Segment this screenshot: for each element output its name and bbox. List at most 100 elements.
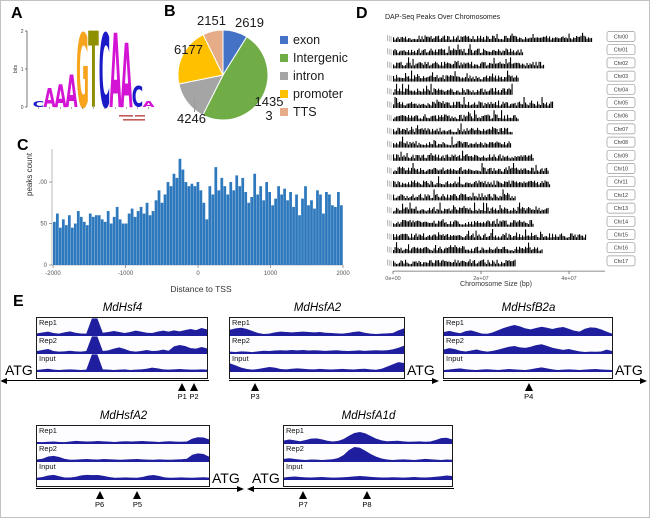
chrom-bar [412,91,414,95]
chrom-bar [471,248,473,254]
chrom-bar [429,184,431,188]
chrom-micro-tick [387,167,388,173]
chrom-bar [409,90,411,95]
chrom-bar [409,170,411,174]
chrom-bar [442,167,444,174]
pie-value-exon: 2619 [235,15,264,30]
chrom-bar [582,32,584,42]
chrom-bar [400,184,402,188]
chrom-bar [445,197,447,201]
track-label-rep1: Rep1 [446,318,464,327]
hist-bar [325,191,328,265]
chrom-bar [498,132,500,135]
chrom-bar [426,130,428,135]
chrom-bar [492,63,494,69]
chrom-bar [525,246,527,254]
gene-browser-mdhsfa1d-4: MdHsfA1d Rep1 Rep2 Input ATG P7 P8 [247,410,454,509]
chrom-bar [429,65,431,69]
chrom-bar [444,261,446,267]
chrom-bar [414,103,416,108]
chrom-bar [492,221,494,227]
chrom-bar [543,210,545,214]
chrom-bar [436,157,438,161]
chrom-bar [495,263,497,267]
gene-strip [444,372,612,378]
chrom-bar [511,222,513,227]
chrom-bar [432,115,434,122]
chrom-bar [538,184,540,188]
chrom-bar [459,130,461,135]
chrom-micro-tick [388,154,390,161]
chrom-bar [411,208,413,214]
chrom-bar [438,88,440,95]
chrom-bar [415,233,417,240]
chrom-bar [402,136,404,148]
chrom-bar [525,37,527,42]
chrom-bar [454,235,456,240]
chrom-bar [468,36,470,42]
chrom-bar [475,263,477,267]
chrom-bar [448,261,450,267]
chrom-bar [480,222,482,227]
chrom-bar [399,62,401,69]
track-signal-area [37,453,209,461]
chrom-bar [444,170,446,174]
legend-item-intron: intron [280,67,348,85]
chrom-bar [501,128,503,135]
chrom-bar [445,39,447,42]
chrom-bar [466,89,468,95]
chrom-bar [474,182,476,188]
chrom-bar [411,156,413,161]
chrom-bar [495,235,497,240]
chrom-bar [516,181,518,188]
chrom-bar [453,48,455,56]
pie-slice-promoter [177,33,224,85]
chrom-bar [520,38,522,42]
hist-x-tick-label: 2000 [336,271,350,277]
chrom-bar [424,237,426,240]
chrom-bar [430,250,432,254]
chrom-bar [483,37,485,42]
chrom-bar [457,60,459,69]
chrom-bar [462,170,464,174]
chrom-bar [555,37,557,42]
chrom-bar [487,259,489,267]
chrom-bar [471,221,473,227]
chrom-bar [471,39,473,42]
track-signal [444,344,612,353]
chrom-bar [484,157,486,161]
chrom-bar [396,223,398,227]
chrom-bar [532,157,534,161]
gene-arrow-line [229,380,432,381]
chrom-bar [453,155,455,161]
chrom-bar [408,103,410,108]
chrom-bar [502,234,504,240]
hist-bar [280,194,283,265]
chrom-bar [457,210,459,214]
chrom-bar [447,248,449,254]
hist-bar [139,206,143,265]
chrom-bar [439,158,441,161]
chrom-bar [441,249,443,254]
chrom-bar [588,37,590,42]
chrom-bar [427,52,429,56]
legend-label-TTS: TTS [293,105,317,119]
chrom-bar [414,39,416,42]
legend-item-promoter: promoter [280,85,348,103]
chrom-track-Chr04: Chr04 [387,83,636,95]
chrom-bar [457,119,459,122]
logo-letter-A-2: A [43,84,55,114]
chrom-bar [531,249,533,254]
chrom-bar [418,118,420,122]
chrom-bar [477,263,479,267]
chrom-bar [400,91,402,95]
chrom-bar [552,37,554,42]
chrom-bar [463,48,465,56]
track-rep1: Rep1 [444,318,612,336]
chrom-bar [463,142,465,148]
chrom-bar [501,221,503,227]
chrom-bar [462,246,464,254]
chrom-bar [501,110,503,122]
chrom-bar [430,83,432,95]
chrom-bar [423,76,425,82]
